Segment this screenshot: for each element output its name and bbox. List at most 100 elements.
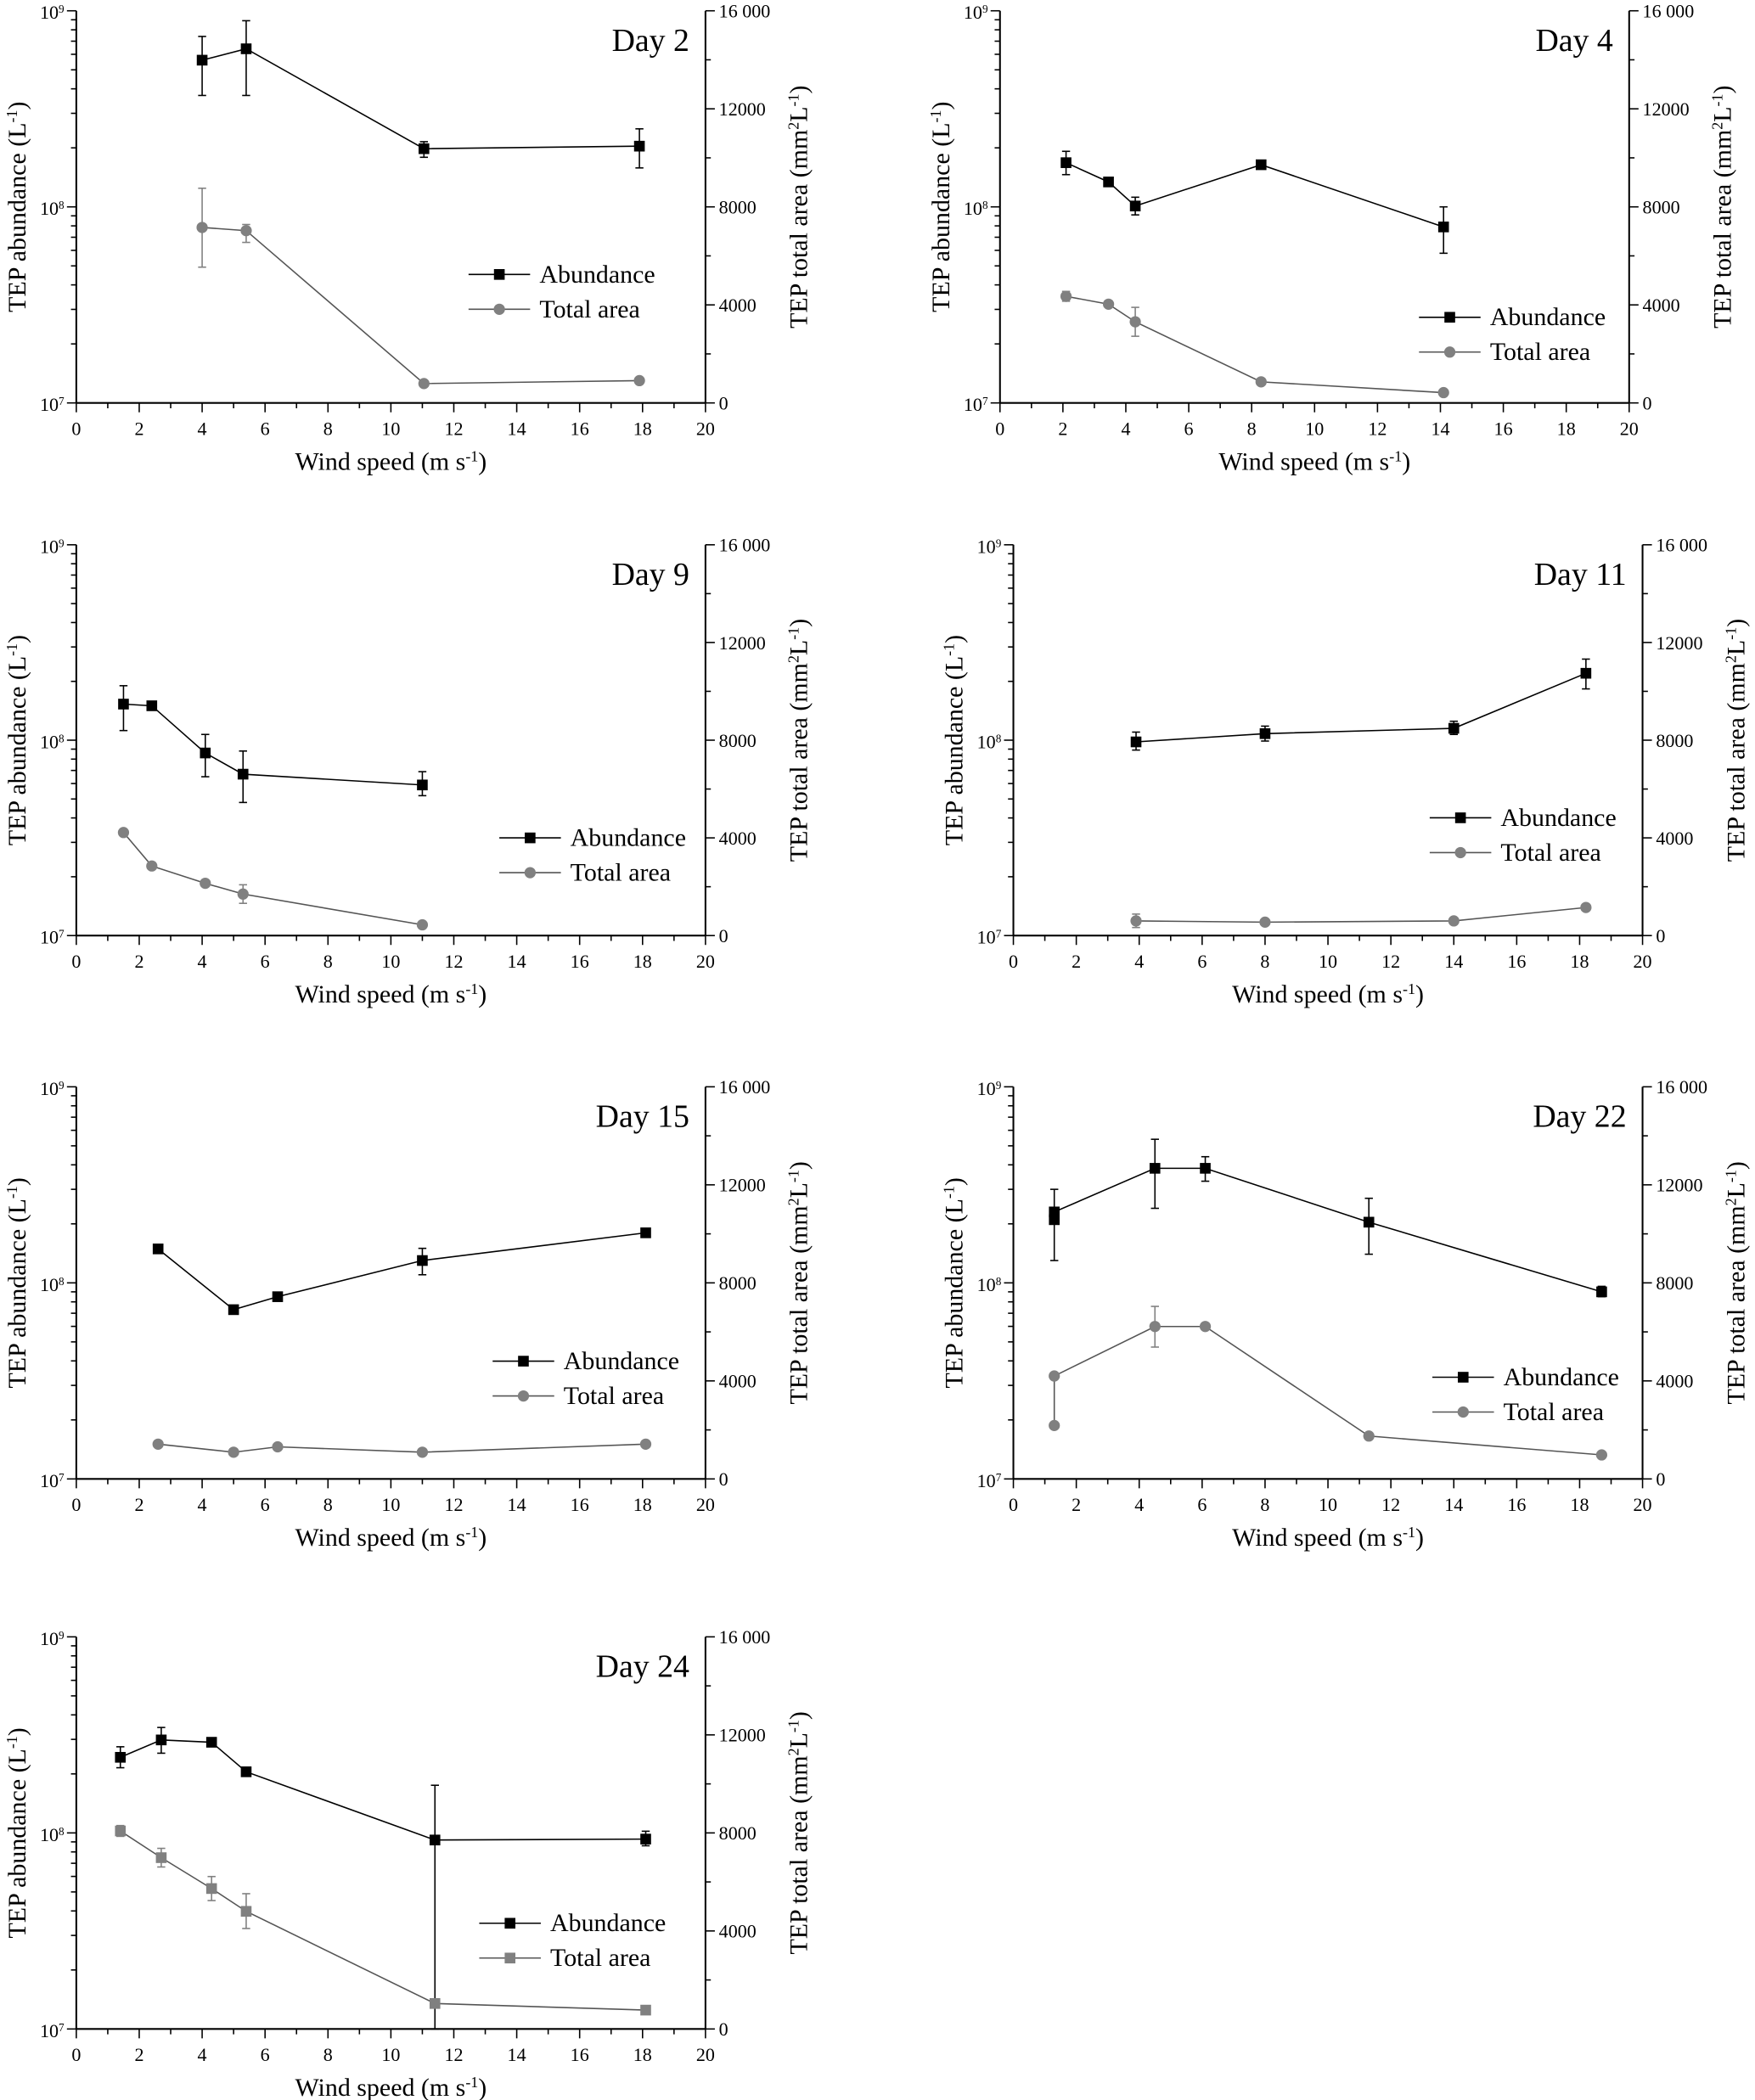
right-tick-label: 16 000 xyxy=(1643,1,1695,22)
tick-exponent: 8 xyxy=(59,1824,65,1837)
label-text: L xyxy=(785,1182,813,1198)
data-point-circle xyxy=(1259,916,1271,928)
series-total-area xyxy=(1049,1305,1608,1461)
tick-base: 10 xyxy=(964,2,982,23)
chart-title: Day 22 xyxy=(1533,1099,1626,1135)
tick-exponent: 7 xyxy=(982,395,988,407)
data-point-circle xyxy=(228,1446,239,1458)
right-tick-label: 0 xyxy=(719,925,728,946)
right-tick-label: 0 xyxy=(719,2019,728,2040)
chart-panel-day-24: 0 2 4 6 8 10 12 14 16 18 2010710810904000800012000… xyxy=(3,1626,813,2100)
x-tick-label: 20 xyxy=(1634,1494,1652,1515)
tick-exponent: 9 xyxy=(996,1078,1002,1091)
right-axis-label: TEP total area (mm2L-1) xyxy=(785,619,813,862)
data-point-circle xyxy=(639,1438,652,1450)
tick-exponent: 9 xyxy=(59,1628,65,1641)
data-point-circle xyxy=(240,225,252,237)
x-tick-label: 16 xyxy=(1507,1494,1526,1515)
left-tick-label: 109 xyxy=(40,1628,65,1649)
label-text: Wind speed (m s xyxy=(295,2074,465,2100)
data-point-circle xyxy=(1437,386,1449,399)
right-tick-label: 16 000 xyxy=(719,535,771,556)
data-point-circle xyxy=(117,827,130,839)
right-axis-label: TEP total area (mm2L-1) xyxy=(785,1711,813,1954)
x-tick-label: 0 xyxy=(71,418,81,440)
chart-title: Day 15 xyxy=(596,1099,689,1135)
x-tick-label: 16 xyxy=(571,2044,589,2065)
series-total-area xyxy=(115,1824,651,2016)
right-tick-label: 0 xyxy=(719,1468,728,1490)
legend-label: Abundance xyxy=(539,261,655,289)
series-total-area xyxy=(196,187,645,390)
tick-exponent: 7 xyxy=(996,927,1002,940)
x-tick-label: 12 xyxy=(444,418,463,440)
right-tick-label: 4000 xyxy=(719,1921,757,1942)
series-total-area xyxy=(117,827,429,931)
x-tick-label: 14 xyxy=(508,418,526,440)
x-axis-label: Wind speed (m s-1) xyxy=(295,448,487,476)
x-tick-label: 16 xyxy=(1494,418,1513,440)
right-tick-label: 4000 xyxy=(719,1371,757,1392)
x-tick-label: 10 xyxy=(1319,951,1337,972)
right-tick-label: 12000 xyxy=(1656,1175,1702,1196)
right-tick-label: 8000 xyxy=(1643,197,1680,218)
x-tick-label: 2 xyxy=(134,1494,143,1515)
x-tick-label: 16 xyxy=(571,951,589,972)
x-tick-label: 0 xyxy=(1009,951,1018,972)
tick-exponent: 8 xyxy=(59,199,65,211)
x-tick-label: 8 xyxy=(323,1494,333,1515)
data-point-circle xyxy=(152,1438,164,1450)
x-tick-label: 8 xyxy=(323,2044,333,2065)
data-point-square xyxy=(1049,1206,1060,1218)
x-tick-label: 14 xyxy=(1444,1494,1463,1515)
left-tick-label: 108 xyxy=(40,1824,65,1845)
x-tick-label: 12 xyxy=(444,951,463,972)
tick-exponent: 9 xyxy=(59,536,65,549)
data-point-circle xyxy=(1129,316,1141,328)
data-point-square xyxy=(1255,159,1267,171)
series-abundance xyxy=(196,20,645,169)
right-tick-label: 16 000 xyxy=(719,1076,771,1098)
series-abundance xyxy=(115,1727,651,2030)
label-sup: -1 xyxy=(465,1524,478,1541)
tick-base: 10 xyxy=(40,1274,59,1295)
legend: Abundance Total area xyxy=(1432,1363,1619,1426)
left-tick-label: 109 xyxy=(40,536,65,557)
label-text: TEP abundance (L xyxy=(3,123,31,312)
label-text: ) xyxy=(785,1711,813,1720)
x-tick-label: 10 xyxy=(381,2044,400,2065)
x-axis-label: Wind speed (m s-1) xyxy=(1218,448,1410,476)
data-point-square xyxy=(1363,1216,1375,1228)
series-line xyxy=(123,703,423,786)
left-tick-label: 108 xyxy=(977,731,1002,752)
chart-title: Day 9 xyxy=(612,557,689,592)
data-point-circle xyxy=(1130,915,1142,927)
series-line xyxy=(1053,1325,1602,1456)
x-tick-label: 16 xyxy=(571,1494,589,1515)
legend-label: Abundance xyxy=(1500,804,1616,832)
label-sup: -1 xyxy=(3,110,20,123)
data-point-square xyxy=(1448,722,1460,734)
label-text: ) xyxy=(478,1524,487,1552)
legend: Abundance Total area xyxy=(1429,804,1617,867)
x-tick-label: 0 xyxy=(71,951,81,972)
legend-label: Abundance xyxy=(1504,1363,1619,1391)
tick-exponent: 9 xyxy=(59,3,65,15)
x-tick-label: 20 xyxy=(696,418,715,440)
label-text: ) xyxy=(3,1177,31,1186)
right-axis-label: TEP total area (mm2L-1) xyxy=(1722,1161,1750,1404)
x-tick-label: 12 xyxy=(1381,951,1400,972)
tick-exponent: 8 xyxy=(996,732,1002,744)
right-tick-label: 12000 xyxy=(719,1175,766,1196)
x-tick-label: 12 xyxy=(1368,418,1387,440)
x-tick-label: 18 xyxy=(1570,951,1589,972)
legend-marker-square xyxy=(1457,1372,1469,1383)
label-text: ) xyxy=(478,2074,487,2100)
legend-label: Total area xyxy=(1504,1398,1604,1426)
label-text: ) xyxy=(1415,1524,1424,1552)
legend-marker-square xyxy=(504,1952,516,1964)
left-axis-label: TEP abundance (L-1) xyxy=(3,1177,31,1388)
data-point-square xyxy=(1103,177,1114,188)
tick-base: 10 xyxy=(40,2020,59,2041)
tick-base: 10 xyxy=(964,198,982,219)
